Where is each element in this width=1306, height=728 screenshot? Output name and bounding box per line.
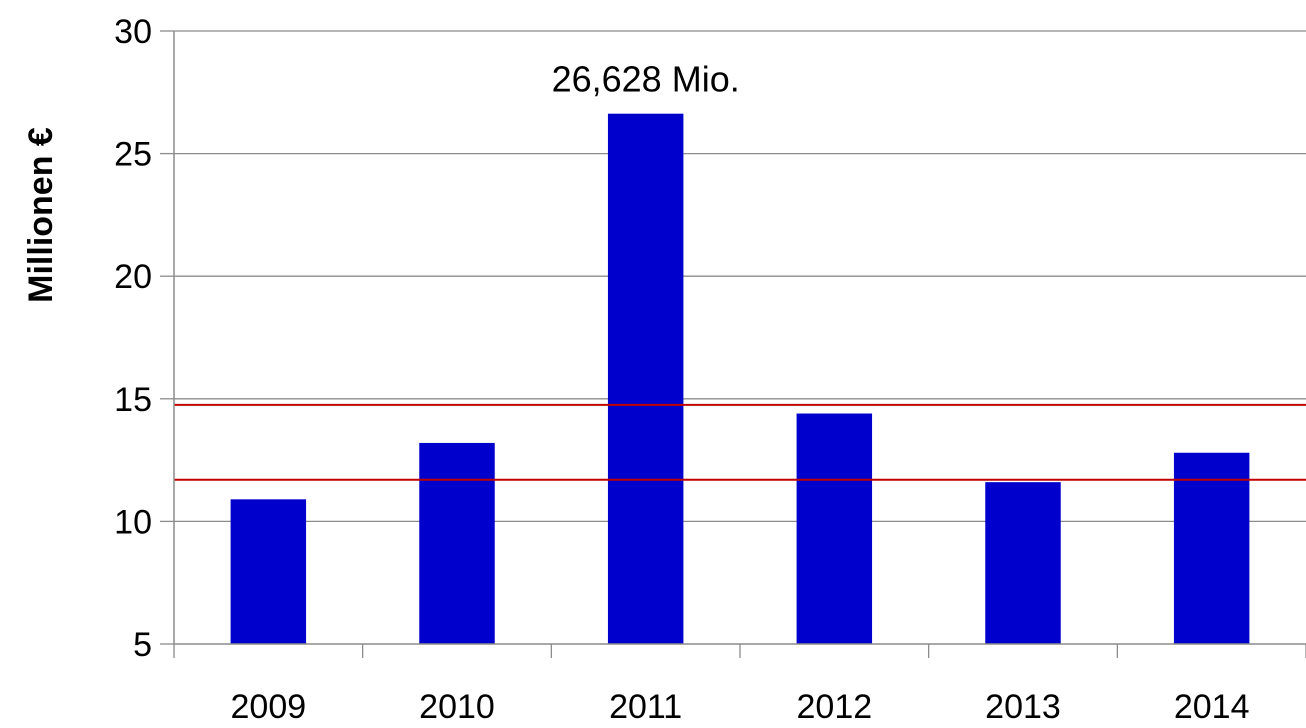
x-tick-label: 2012 [797,688,873,726]
y-tick-label: 20 [114,258,152,296]
grid-lines [174,30,1306,523]
data-label: 26,628 Mio. [552,59,740,100]
labels: 5 10 15 20 25 30 2009 2010 2011 2012 2013 2014 26,62… [114,13,1249,726]
x-tick-label: 2011 [609,688,682,726]
x-tick-label: 2013 [985,688,1061,726]
bar-2014 [1173,452,1250,644]
bar-2012 [796,413,873,644]
bar-2010 [419,442,495,644]
bar-2011 [607,113,684,644]
x-tick-label: 2010 [419,688,495,726]
y-tick-label: 25 [114,136,152,174]
y-tick-label: 5 [133,626,152,664]
y-tick-label: 10 [114,503,152,541]
bars [230,113,1250,644]
bar-2009 [230,499,307,644]
y-tick-label: 15 [114,381,152,419]
reference-lines [174,403,1306,481]
x-tick-label: 2009 [231,688,307,726]
axes [160,30,1306,658]
y-tick-label: 30 [114,13,152,51]
x-tick-label: 2014 [1174,688,1250,726]
y-axis-title: Millionen € [22,127,60,303]
bar-2013 [985,482,1061,644]
